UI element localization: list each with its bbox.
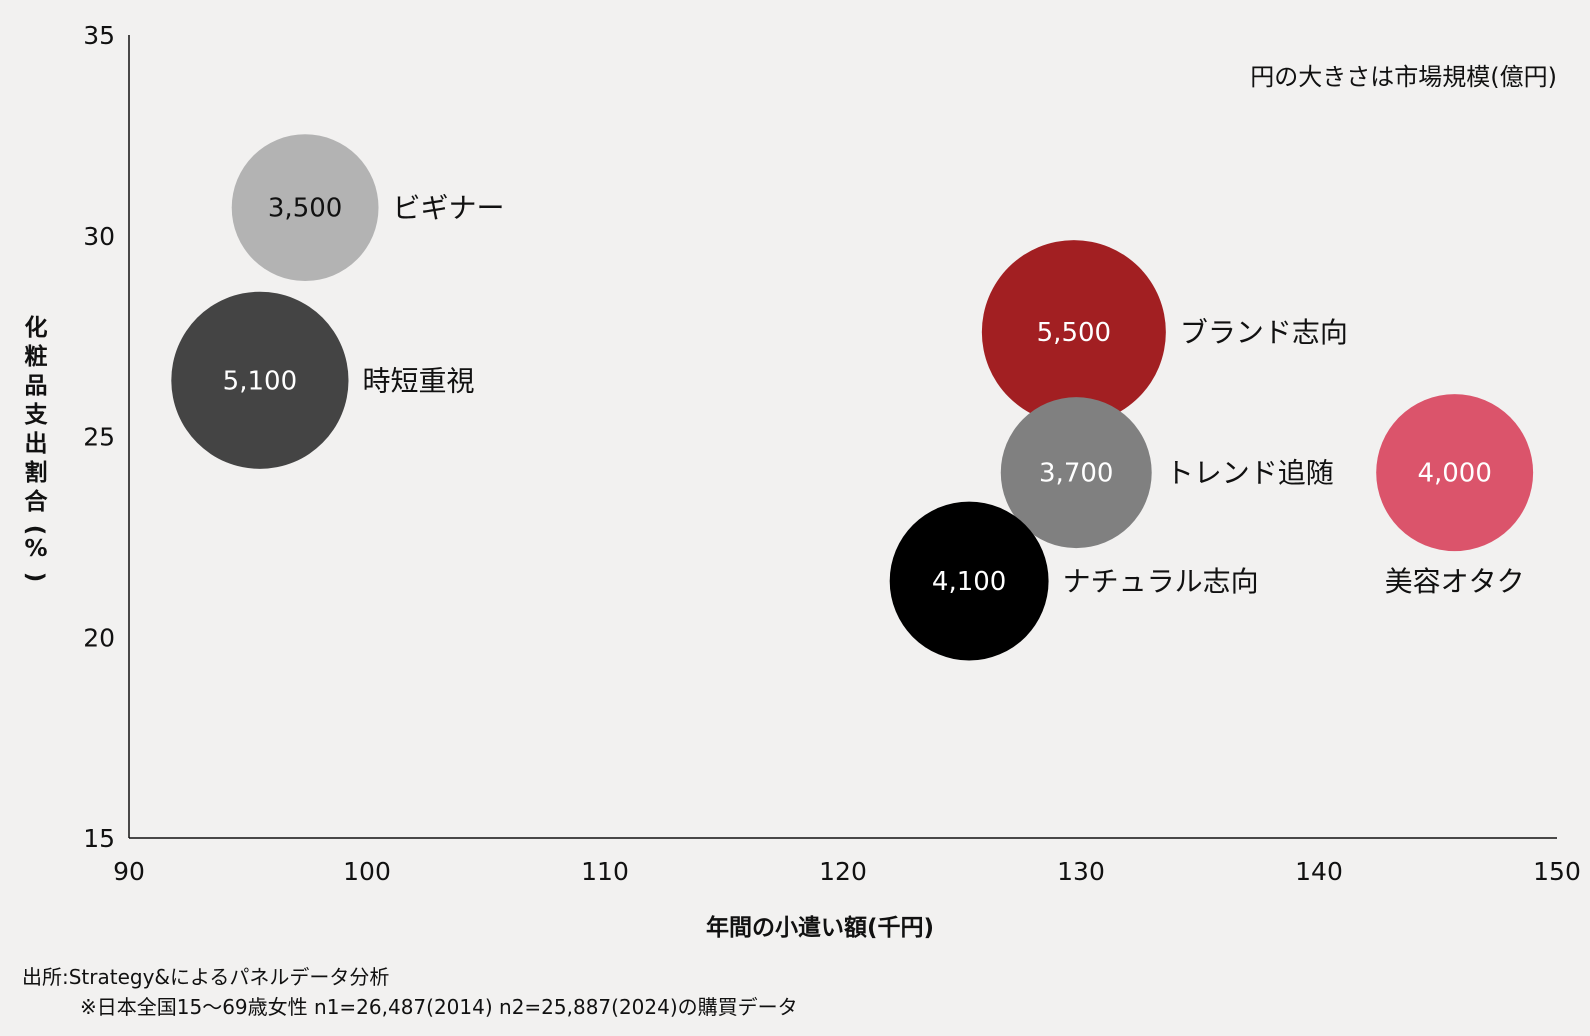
- y-tick-label: 30: [83, 222, 115, 251]
- bubble-group: 4,100 ナチュラル志向: [889, 501, 1259, 661]
- bubble-name-label: ナチュラル志向: [1063, 565, 1259, 598]
- bubble-value-label: 5,100: [223, 366, 297, 396]
- bubble-name-label: ビギナー: [393, 192, 505, 225]
- x-tick-labels: 90 100 110 120 130 140 150: [113, 857, 1581, 886]
- y-tick-label: 20: [83, 623, 115, 652]
- bubble: [889, 501, 1049, 661]
- y-axis-label-char: 割: [25, 459, 48, 486]
- y-axis-label-char: 品: [25, 373, 48, 399]
- bubble-value-label: 3,700: [1039, 459, 1113, 489]
- bubbles: 3,500 ビギナー 5,100 時短重視 5,500 ブランド志向 3,700 トレンド追随…: [171, 134, 1534, 661]
- y-tick-label: 25: [83, 423, 115, 452]
- bubble-group: 3,500 ビギナー: [231, 134, 505, 282]
- y-axis-label-char: 合: [25, 488, 49, 515]
- bubble: [171, 291, 349, 469]
- bubble-name-label: 美容オタク: [1385, 565, 1525, 598]
- y-axis-label-char: 支: [24, 402, 49, 428]
- y-axis-label-char: 粧: [25, 343, 48, 370]
- y-axis-label-char: (: [22, 525, 48, 536]
- bubble-group: 4,000 美容オタク: [1376, 394, 1534, 598]
- x-tick-label: 90: [113, 857, 145, 886]
- bubble-value-label: 4,000: [1417, 459, 1491, 489]
- bubble: [981, 240, 1166, 425]
- size-note: 円の大きさは市場規模(億円): [1250, 63, 1557, 91]
- y-tick-label: 35: [83, 21, 115, 50]
- bubble-value-label: 5,500: [1037, 318, 1111, 348]
- bubble-value-label: 3,500: [268, 194, 342, 224]
- bubble-name-label: ブランド志向: [1180, 316, 1348, 349]
- source-line-1: 出所:Strategy&によるパネルデータ分析: [22, 965, 390, 989]
- axes: [128, 35, 1557, 839]
- x-axis-label: 年間の小遣い額(千円): [706, 914, 934, 941]
- x-tick-label: 100: [343, 857, 391, 886]
- source-line-2: ※日本全国15〜69歳女性 n1=26,487(2014) n2=25,887(…: [80, 995, 798, 1019]
- bubble-name-label: 時短重視: [362, 364, 474, 397]
- y-axis-label-char: 化: [25, 314, 48, 341]
- bubble-group: 5,500 ブランド志向: [981, 240, 1348, 425]
- bubble: [231, 134, 379, 282]
- source-note: 出所:Strategy&によるパネルデータ分析 ※日本全国15〜69歳女性 n1…: [22, 962, 798, 1022]
- bubble: [1000, 397, 1152, 549]
- bubble-group: 5,100 時短重視: [171, 291, 475, 469]
- y-axis-label-char: ): [22, 572, 48, 583]
- bubble-group: 3,700 トレンド追随: [1000, 397, 1334, 549]
- bubble-value-label: 4,100: [932, 567, 1006, 597]
- bubble-name-label: トレンド追随: [1166, 457, 1334, 490]
- bubble: [1376, 394, 1534, 552]
- y-tick-labels: 15 20 25 30 35: [83, 21, 115, 853]
- x-tick-label: 130: [1057, 857, 1105, 886]
- x-tick-label: 150: [1533, 857, 1581, 886]
- y-axis-label-char: %: [24, 536, 47, 562]
- x-tick-label: 120: [819, 857, 867, 886]
- y-tick-label: 15: [83, 824, 115, 853]
- x-tick-label: 110: [581, 857, 629, 886]
- x-tick-label: 140: [1295, 857, 1343, 886]
- y-axis-label-char: 出: [25, 431, 48, 457]
